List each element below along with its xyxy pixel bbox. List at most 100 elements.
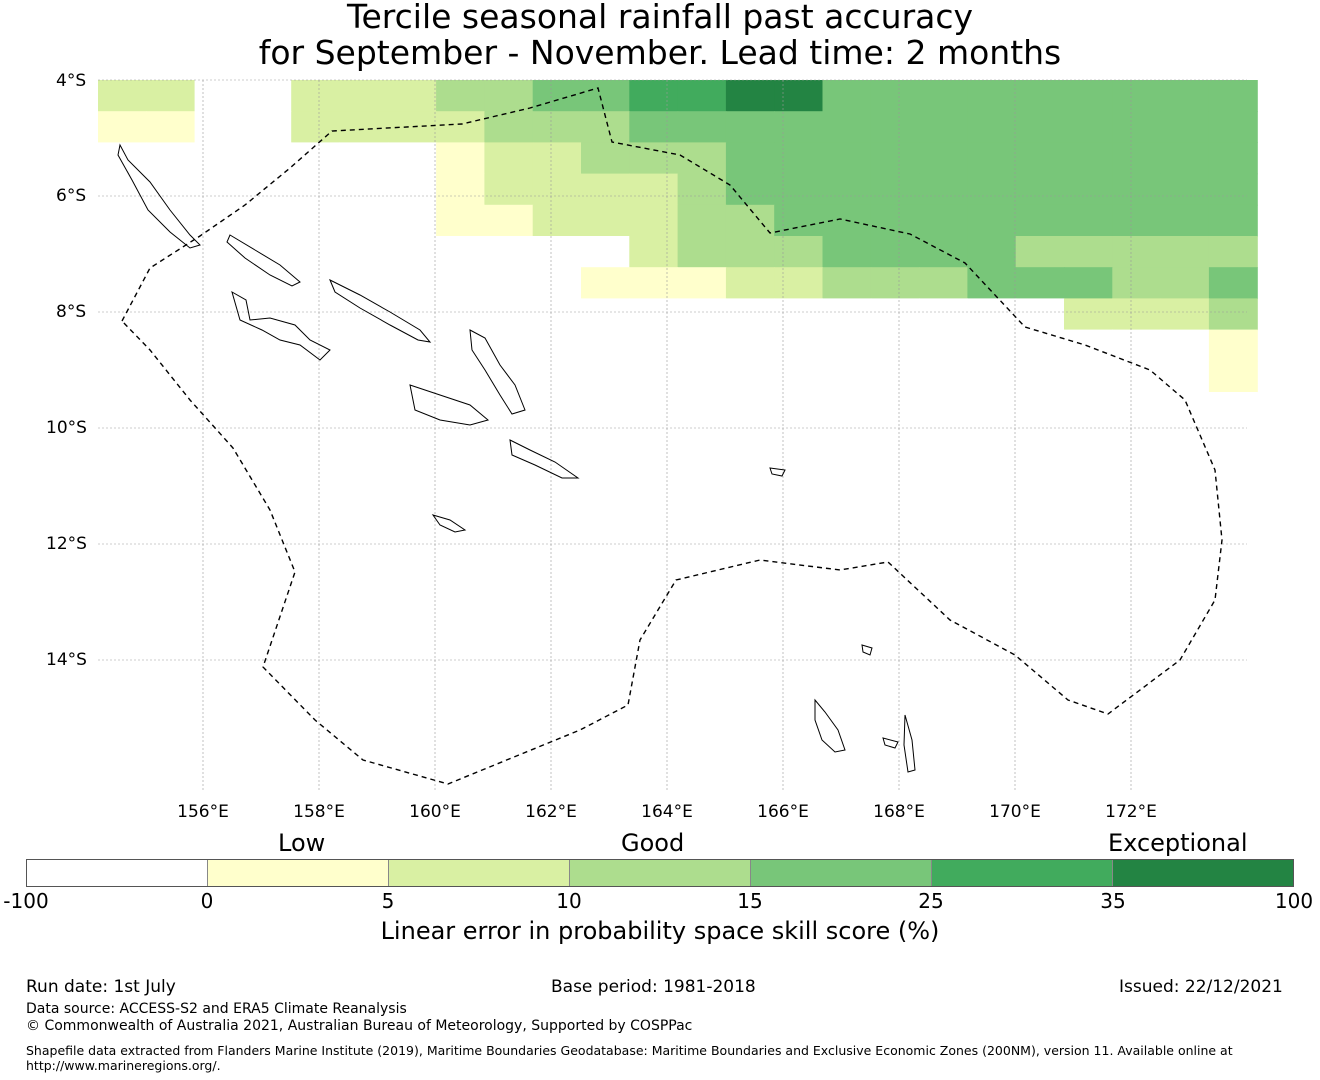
grid-cell bbox=[436, 267, 485, 299]
grid-cell bbox=[822, 329, 872, 362]
grid-cell bbox=[870, 80, 920, 112]
grid-cell bbox=[1064, 236, 1113, 268]
category-low: Low bbox=[278, 829, 326, 857]
grid-cell bbox=[1160, 579, 1210, 611]
grid-cell bbox=[98, 579, 147, 611]
grid-cell bbox=[919, 672, 968, 705]
grid-cell bbox=[339, 204, 389, 237]
grid-cell bbox=[194, 579, 244, 611]
grid-cell bbox=[484, 516, 534, 549]
data-source: Data source: ACCESS-S2 and ERA5 Climate … bbox=[26, 1001, 407, 1017]
grid-cell bbox=[484, 80, 534, 112]
grid-cell bbox=[484, 329, 534, 362]
category-good: Good bbox=[621, 829, 685, 857]
grid-cell bbox=[629, 423, 679, 455]
grid-cell bbox=[484, 454, 534, 487]
santa-cruz-coast bbox=[769, 467, 786, 477]
grid-cell bbox=[1015, 516, 1065, 549]
base-period: Base period: 1981-2018 bbox=[551, 977, 756, 997]
grid-cell bbox=[1112, 142, 1162, 175]
grid-cell bbox=[1064, 267, 1113, 299]
grid-cell bbox=[436, 142, 485, 175]
grid-cell bbox=[967, 142, 1017, 175]
grid-cell bbox=[725, 641, 775, 674]
grid-cell bbox=[581, 672, 630, 705]
grid-cell bbox=[98, 360, 147, 393]
grid-cell bbox=[1015, 329, 1065, 362]
grid-cell bbox=[387, 236, 437, 268]
grid-cell bbox=[532, 360, 582, 393]
grid-cell bbox=[532, 423, 582, 455]
grid-cell bbox=[581, 423, 630, 455]
grid-cell bbox=[1112, 204, 1162, 237]
grid-cell bbox=[919, 111, 968, 143]
grid-cell bbox=[725, 516, 775, 549]
grid-cell bbox=[822, 610, 872, 643]
grid-cell bbox=[1112, 80, 1162, 112]
grid-cell bbox=[725, 672, 775, 705]
grid-cell bbox=[1160, 360, 1210, 393]
grid-cell bbox=[774, 423, 824, 455]
grid-cell bbox=[291, 111, 341, 143]
grid-cell bbox=[1112, 329, 1162, 362]
grid-cell bbox=[870, 360, 920, 393]
grid-cell bbox=[774, 298, 824, 331]
colorbar-tick: 25 bbox=[918, 889, 944, 913]
grid-cell bbox=[919, 360, 968, 393]
grid-cell bbox=[1160, 80, 1210, 112]
grid-cell bbox=[194, 329, 244, 362]
grid-cell bbox=[484, 142, 534, 175]
grid-cell bbox=[291, 142, 341, 175]
grid-cell bbox=[629, 204, 679, 237]
grid-cell bbox=[870, 392, 920, 424]
grid-cell bbox=[1112, 672, 1162, 705]
malaita-coast bbox=[469, 329, 526, 415]
grid-cell bbox=[822, 485, 872, 518]
grid-cell bbox=[677, 610, 727, 643]
grid-cell bbox=[194, 173, 244, 206]
grid-cell bbox=[98, 267, 147, 299]
grid-cell bbox=[1208, 454, 1258, 487]
grid-cell bbox=[146, 423, 196, 455]
grid-cell bbox=[677, 204, 727, 237]
grid-cell bbox=[1015, 173, 1065, 206]
grid-cell bbox=[1112, 454, 1162, 487]
grid-cell bbox=[436, 80, 485, 112]
grid-cell bbox=[725, 610, 775, 643]
skill-grid bbox=[98, 80, 1258, 705]
grid-cell bbox=[1160, 236, 1210, 268]
grid-cell bbox=[822, 579, 872, 611]
grid-cell bbox=[194, 236, 244, 268]
grid-cell bbox=[532, 392, 582, 424]
grid-cell bbox=[1112, 360, 1162, 393]
grid-cell bbox=[291, 267, 341, 299]
grid-cell bbox=[146, 267, 196, 299]
grid-cell bbox=[436, 360, 485, 393]
run-date: Run date: 1st July bbox=[26, 977, 176, 997]
category-exceptional: Exceptional bbox=[1108, 829, 1248, 857]
grid-cell bbox=[194, 610, 244, 643]
grid-cell bbox=[436, 173, 485, 206]
grid-cell bbox=[967, 579, 1017, 611]
grid-cell bbox=[242, 236, 292, 268]
grid-cell bbox=[146, 392, 196, 424]
grid-cell bbox=[242, 548, 292, 580]
grid-cell bbox=[581, 392, 630, 424]
grid-cell bbox=[870, 454, 920, 487]
grid-cell bbox=[387, 267, 437, 299]
grid-cell bbox=[1064, 111, 1113, 143]
grid-cell bbox=[919, 579, 968, 611]
grid-cell bbox=[822, 111, 872, 143]
grid-cell bbox=[532, 80, 582, 112]
grid-cell bbox=[387, 329, 437, 362]
grid-cell bbox=[1208, 610, 1258, 643]
grid-cell bbox=[291, 329, 341, 362]
rennell-coast bbox=[431, 514, 467, 533]
grid-cell bbox=[725, 423, 775, 455]
grid-cell bbox=[1160, 267, 1210, 299]
grid-cell bbox=[677, 579, 727, 611]
grid-cell bbox=[1208, 516, 1258, 549]
grid-cell bbox=[484, 579, 534, 611]
grid-cell bbox=[146, 142, 196, 175]
grid-cell bbox=[291, 548, 341, 580]
